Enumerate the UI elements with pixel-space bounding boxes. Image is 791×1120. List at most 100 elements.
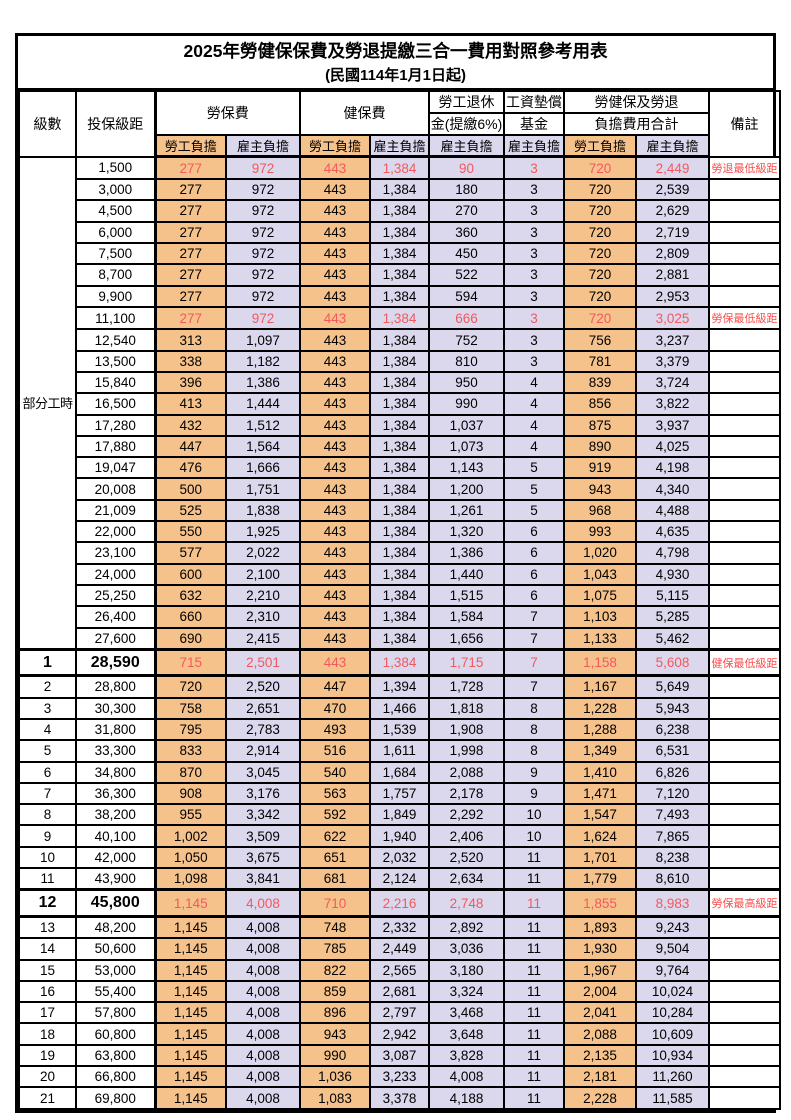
table-row: 5 33,300 833 2,914 516 1,611 1,998 8 1,349 6,531 (18, 739, 781, 763)
health-worker-cell: 563 (299, 781, 371, 806)
health-worker-cell: 651 (299, 845, 371, 870)
table-row: 9 40,100 1,002 3,509 622 1,940 2,406 10 1,624 7,8… (18, 824, 781, 848)
total-employer-cell: 5,115 (635, 583, 710, 608)
pension-employer-cell: 1,715 (428, 647, 505, 678)
subheader-wagefund-employer: 雇主負擔 (503, 134, 565, 158)
total-employer-cell: 6,826 (635, 760, 710, 784)
wagefund-employer-cell: 3 (503, 220, 565, 244)
note-cell (708, 739, 781, 763)
header-note: 備註 (708, 90, 781, 158)
table-row: 10 42,000 1,050 3,675 651 2,032 2,520 11 1,701 8,… (18, 845, 781, 870)
total-worker-cell: 1,133 (563, 626, 637, 651)
table-row: 11 43,900 1,098 3,841 681 2,124 2,634 11 1,779 8,… (18, 867, 781, 891)
health-employer-cell: 1,384 (369, 284, 430, 308)
wagefund-employer-cell: 8 (503, 717, 565, 742)
subheader-total-worker: 勞工負擔 (563, 134, 637, 158)
health-worker-cell: 443 (299, 220, 371, 244)
note-cell (708, 562, 781, 586)
fee-table-body: 部分工時 1,500 277 972 443 1,384 90 3 720 2,449 勞退最低級距… (18, 155, 781, 1110)
labor-worker-cell: 908 (154, 781, 227, 806)
labor-employer-cell: 2,783 (225, 717, 301, 742)
total-employer-cell: 3,379 (635, 349, 710, 373)
pension-employer-cell: 2,520 (428, 845, 505, 870)
bracket-cell: 19,047 (75, 456, 157, 480)
total-employer-cell: 8,983 (635, 888, 710, 918)
total-worker-cell: 856 (563, 392, 637, 416)
total-employer-cell: 9,243 (635, 915, 710, 940)
level-cell: 2 (18, 674, 77, 699)
health-employer-cell: 1,384 (369, 456, 430, 480)
labor-employer-cell: 2,210 (225, 583, 301, 608)
health-worker-cell: 943 (299, 1022, 371, 1046)
pension-employer-cell: 990 (428, 392, 505, 416)
note-cell (708, 456, 781, 480)
total-employer-cell: 7,865 (635, 824, 710, 848)
subheader-health-employer: 雇主負擔 (369, 134, 430, 158)
note-cell: 勞退最低級距 (708, 155, 781, 181)
total-employer-cell: 3,025 (635, 305, 710, 331)
bracket-cell: 17,280 (75, 413, 157, 437)
health-worker-cell: 443 (299, 392, 371, 416)
health-employer-cell: 1,384 (369, 305, 430, 331)
health-employer-cell: 2,449 (369, 937, 430, 961)
bracket-cell: 1,500 (75, 155, 157, 181)
labor-worker-cell: 277 (154, 178, 227, 202)
health-employer-cell: 1,539 (369, 717, 430, 742)
pension-employer-cell: 4,188 (428, 1086, 505, 1110)
total-employer-cell: 4,930 (635, 562, 710, 586)
labor-worker-cell: 1,050 (154, 845, 227, 870)
health-worker-cell: 1,036 (299, 1064, 371, 1089)
wagefund-employer-cell: 3 (503, 199, 565, 223)
pension-employer-cell: 2,892 (428, 915, 505, 940)
wagefund-employer-cell: 11 (503, 958, 565, 982)
bracket-cell: 31,800 (75, 717, 157, 742)
labor-worker-cell: 632 (154, 583, 227, 608)
health-employer-cell: 1,394 (369, 674, 430, 699)
labor-employer-cell: 2,310 (225, 605, 301, 629)
note-cell (708, 1043, 781, 1068)
pension-employer-cell: 1,200 (428, 477, 505, 501)
health-employer-cell: 1,384 (369, 647, 430, 678)
wagefund-employer-cell: 4 (503, 392, 565, 416)
bracket-cell: 34,800 (75, 760, 157, 784)
labor-worker-cell: 1,145 (154, 1086, 227, 1110)
health-worker-cell: 443 (299, 583, 371, 608)
health-employer-cell: 1,384 (369, 392, 430, 416)
pension-employer-cell: 1,656 (428, 626, 505, 651)
labor-worker-cell: 833 (154, 739, 227, 763)
table-row: 3 30,300 758 2,651 470 1,466 1,818 8 1,228 5,943 (18, 696, 781, 720)
bracket-cell: 11,100 (75, 305, 157, 331)
total-worker-cell: 720 (563, 241, 637, 266)
pension-employer-cell: 1,998 (428, 739, 505, 763)
bracket-cell: 9,900 (75, 284, 157, 308)
labor-worker-cell: 795 (154, 717, 227, 742)
bracket-cell: 57,800 (75, 1001, 157, 1025)
labor-worker-cell: 277 (154, 199, 227, 223)
total-worker-cell: 1,228 (563, 696, 637, 720)
table-row: 19 63,800 1,145 4,008 990 3,087 3,828 11 2,135 10… (18, 1043, 781, 1068)
labor-employer-cell: 4,008 (225, 1001, 301, 1025)
labor-worker-cell: 1,145 (154, 915, 227, 940)
bracket-cell: 33,300 (75, 739, 157, 763)
table-row: 24,000 600 2,100 443 1,384 1,440 6 1,043 4,930 (19, 562, 781, 586)
labor-worker-cell: 277 (154, 220, 227, 244)
level-cell: 7 (18, 781, 77, 806)
table-row: 26,400 660 2,310 443 1,384 1,584 7 1,103 5,285 (19, 605, 781, 629)
health-employer-cell: 3,233 (369, 1064, 430, 1089)
total-worker-cell: 1,158 (563, 647, 637, 678)
pension-employer-cell: 1,440 (428, 562, 505, 586)
table-row: 1 28,590 715 2,501 443 1,384 1,715 7 1,158 5,608 健… (18, 647, 781, 678)
labor-worker-cell: 550 (154, 520, 227, 544)
health-worker-cell: 443 (299, 328, 371, 352)
health-worker-cell: 859 (299, 979, 371, 1004)
health-worker-cell: 443 (299, 498, 371, 523)
health-employer-cell: 2,032 (369, 845, 430, 870)
labor-worker-cell: 715 (154, 647, 227, 678)
total-employer-cell: 11,585 (635, 1086, 710, 1110)
note-cell (708, 867, 781, 891)
total-worker-cell: 839 (563, 370, 637, 395)
note-cell (708, 803, 781, 827)
total-employer-cell: 2,809 (635, 241, 710, 266)
table-row: 15 53,000 1,145 4,008 822 2,565 3,180 11 1,967 9,… (18, 958, 781, 982)
health-worker-cell: 896 (299, 1001, 371, 1025)
